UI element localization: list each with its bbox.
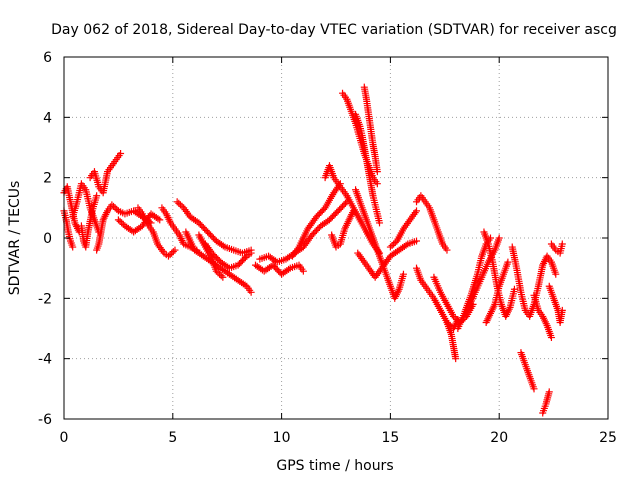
data-point bbox=[117, 150, 125, 158]
data-point bbox=[451, 314, 459, 322]
data-point bbox=[390, 240, 398, 248]
chart-title: Day 062 of 2018, Sidereal Day-to-day VTE… bbox=[51, 22, 617, 38]
x-tick-label: 5 bbox=[168, 430, 177, 446]
y-tick-label: 6 bbox=[43, 50, 52, 66]
y-tick-label: -4 bbox=[38, 352, 52, 368]
data-point bbox=[530, 385, 538, 393]
data-point bbox=[558, 306, 566, 314]
data-point bbox=[510, 285, 518, 293]
y-tick-label: 4 bbox=[43, 110, 52, 126]
data-point bbox=[443, 246, 451, 254]
x-axis-label: GPS time / hours bbox=[276, 458, 393, 474]
data-point bbox=[386, 243, 394, 251]
y-tick-label: 0 bbox=[43, 231, 52, 247]
data-point bbox=[110, 202, 118, 210]
x-tick-label: 20 bbox=[490, 430, 508, 446]
x-tick-label: 10 bbox=[273, 430, 291, 446]
y-tick-label: -2 bbox=[38, 291, 52, 307]
data-point bbox=[547, 334, 555, 342]
plot-area: 0 5 10 15 20 25 -6 -4 -2 0 2 4 6 bbox=[38, 50, 617, 446]
data-point bbox=[114, 216, 122, 224]
data-point bbox=[504, 258, 512, 266]
data-point bbox=[299, 267, 307, 275]
data-point bbox=[399, 270, 407, 278]
data-point bbox=[217, 272, 225, 280]
x-tick-label: 25 bbox=[599, 430, 617, 446]
data-point bbox=[216, 270, 224, 278]
data-point bbox=[178, 202, 186, 210]
x-tick-label: 0 bbox=[60, 430, 69, 446]
y-axis-label: SDTVAR / TECUs bbox=[7, 181, 23, 296]
data-point bbox=[214, 269, 222, 277]
data-point bbox=[452, 355, 460, 363]
data-point bbox=[108, 201, 116, 209]
data-point bbox=[212, 267, 220, 275]
data-point bbox=[166, 251, 174, 259]
data-point bbox=[495, 234, 503, 242]
data-point bbox=[241, 254, 249, 262]
x-tick-label: 15 bbox=[381, 430, 399, 446]
data-point bbox=[247, 288, 255, 296]
data-point bbox=[558, 240, 566, 248]
data-point bbox=[116, 217, 124, 225]
data-point bbox=[552, 270, 560, 278]
data-point bbox=[171, 246, 179, 254]
data-point bbox=[413, 237, 421, 245]
data-point bbox=[219, 273, 227, 281]
data-point bbox=[373, 168, 381, 176]
data-point bbox=[173, 198, 181, 206]
data-point bbox=[93, 192, 101, 200]
data-point bbox=[388, 242, 396, 250]
y-tick-label: -6 bbox=[38, 412, 52, 428]
y-tick-label: 2 bbox=[43, 171, 52, 187]
data-point bbox=[113, 205, 121, 213]
data-point bbox=[247, 249, 255, 257]
data-point bbox=[169, 248, 177, 256]
data-point bbox=[413, 207, 421, 215]
data-point bbox=[176, 201, 184, 209]
data-point bbox=[156, 216, 164, 224]
data-point bbox=[376, 219, 384, 227]
data-point bbox=[391, 239, 399, 247]
data-point bbox=[545, 388, 553, 396]
data-point bbox=[69, 243, 77, 251]
data-point bbox=[118, 219, 126, 227]
data-point bbox=[111, 204, 119, 212]
data-point bbox=[168, 249, 176, 257]
data-point bbox=[175, 199, 183, 207]
data-point bbox=[373, 180, 381, 188]
data-point bbox=[450, 312, 458, 320]
data-point bbox=[164, 252, 172, 260]
